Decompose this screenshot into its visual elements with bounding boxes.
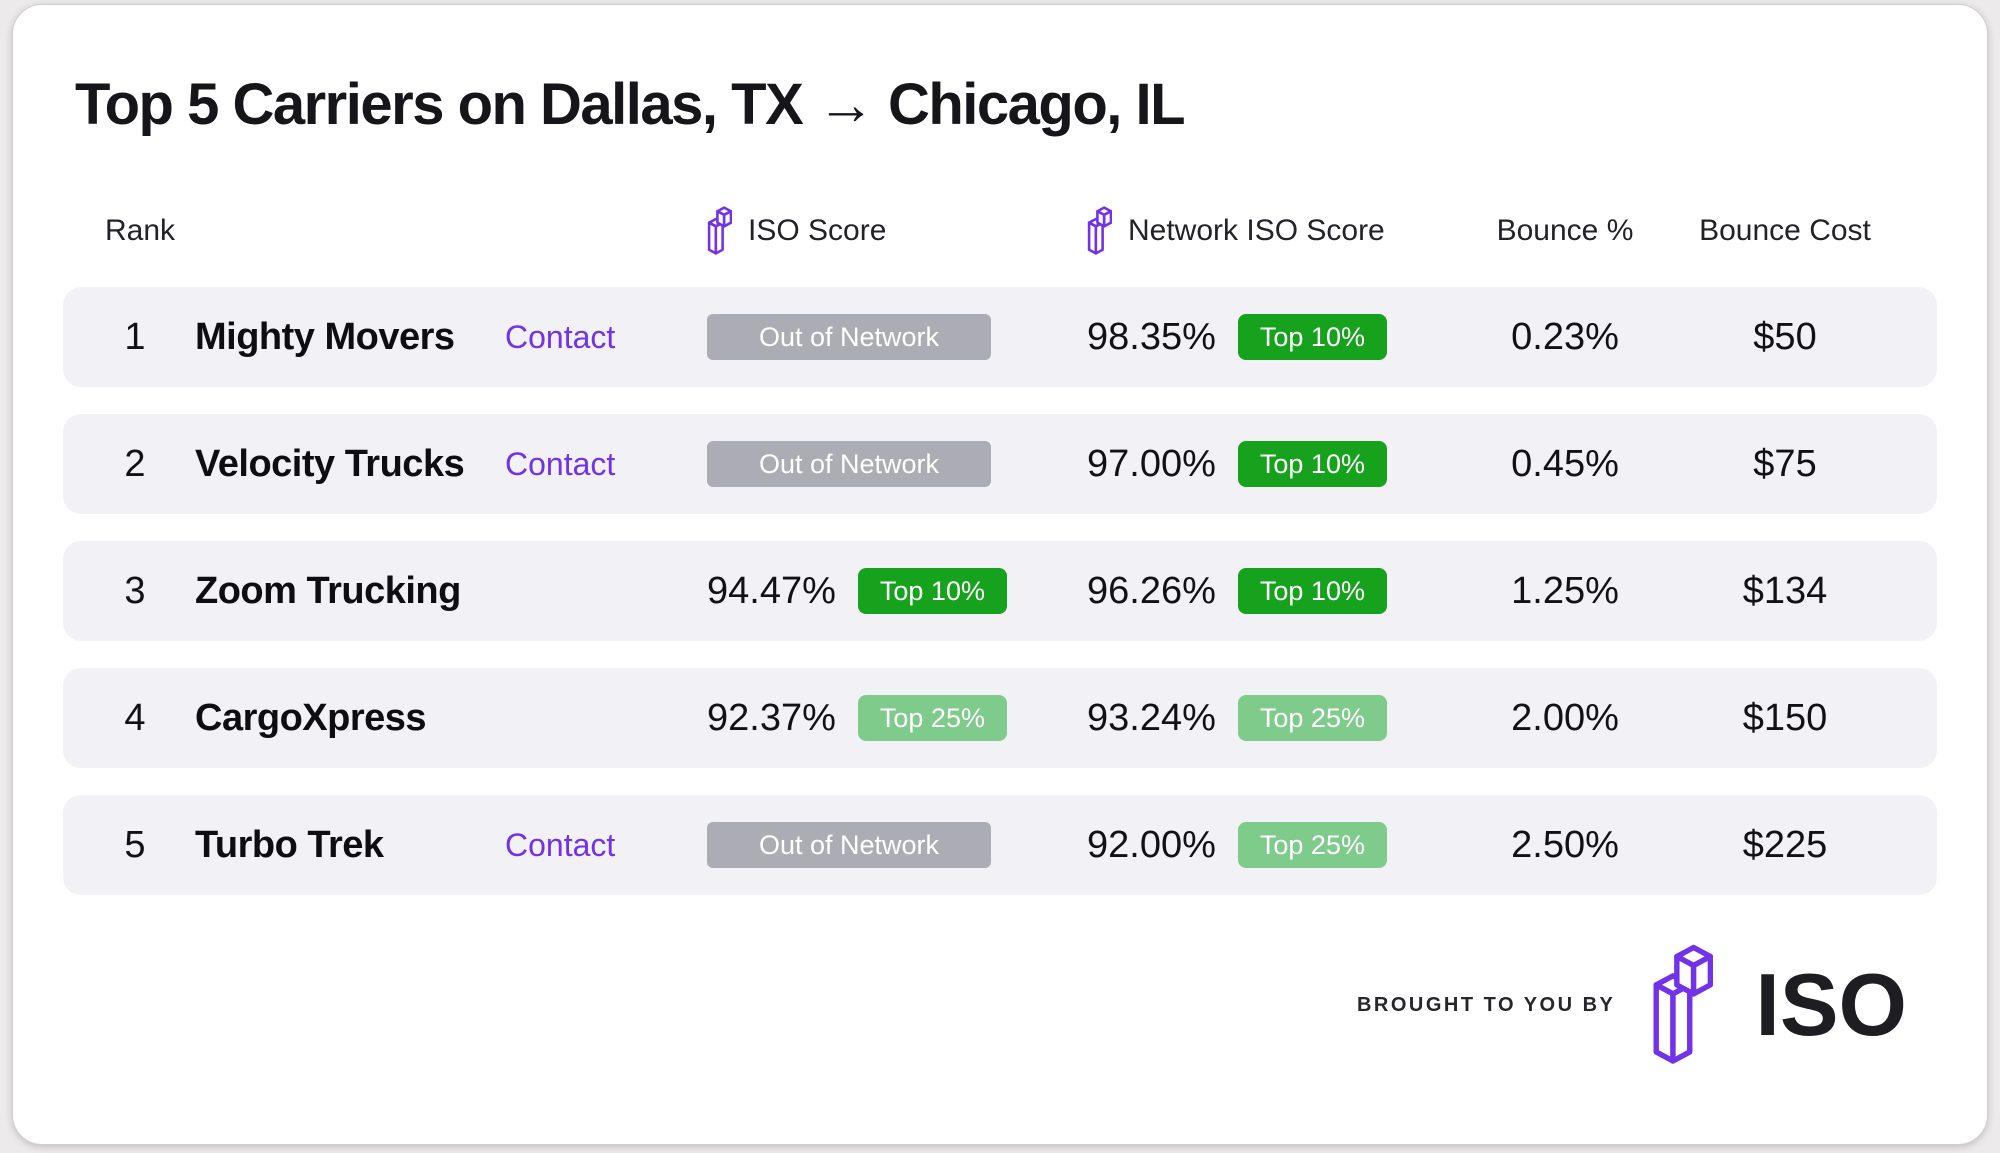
rank-value: 2: [124, 442, 146, 485]
rank-value: 5: [124, 823, 146, 866]
carrier-row: 5 Turbo Trek Contact Out of Network 92.0…: [63, 795, 1937, 895]
rank-value: 4: [124, 696, 146, 739]
bounce-pct-value: 0.23%: [1511, 315, 1619, 358]
iso-cube-icon: [707, 206, 732, 255]
carrier-name: Velocity Trucks: [195, 442, 465, 485]
bounce-pct-value: 2.00%: [1511, 696, 1619, 739]
column-header-iso-score: ISO Score: [707, 205, 1087, 257]
column-header-network-iso-score-label: Network ISO Score: [1128, 214, 1385, 247]
brand-name: ISO: [1755, 955, 1907, 1054]
contact-link[interactable]: Contact: [505, 826, 616, 863]
bounce-pct-value: 1.25%: [1511, 569, 1619, 612]
bounce-pct-value: 2.50%: [1511, 823, 1619, 866]
bounce-pct-value: 0.45%: [1511, 442, 1619, 485]
top-25-badge: Top 25%: [1237, 822, 1387, 868]
carrier-name: Mighty Movers: [195, 315, 455, 358]
network-iso-score-value: 96.26%: [1087, 569, 1216, 612]
carrier-row: 3 Zoom Trucking 94.47% Top 10% 96.26% To…: [63, 541, 1937, 641]
table-header: Rank ISO Score: [63, 202, 1937, 260]
carrier-row: 2 Velocity Trucks Contact Out of Network…: [63, 414, 1937, 514]
carrier-name: Turbo Trek: [195, 823, 384, 866]
column-header-bounce-cost: Bounce Cost: [1699, 214, 1871, 247]
brought-by-label: BROUGHT TO YOU BY: [1356, 993, 1616, 1016]
footer: BROUGHT TO YOU BY ISO: [63, 925, 1937, 1085]
rank-value: 3: [124, 569, 146, 612]
top-10-badge: Top 10%: [857, 568, 1007, 614]
column-header-rank: Rank: [105, 214, 176, 247]
bounce-cost-value: $150: [1742, 696, 1828, 739]
carrier-row: 4 CargoXpress 92.37% Top 25% 93.24% Top …: [63, 668, 1937, 768]
contact-link[interactable]: Contact: [505, 318, 616, 355]
carrier-row: 1 Mighty Movers Contact Out of Network 9…: [63, 287, 1937, 387]
bounce-cost-value: $225: [1742, 823, 1828, 866]
network-iso-score-value: 97.00%: [1087, 442, 1216, 485]
top-10-badge: Top 10%: [1237, 441, 1387, 487]
carrier-report-card: Top 5 Carriers on Dallas, TX → Chicago, …: [12, 4, 1988, 1145]
out-of-network-badge: Out of Network: [707, 314, 991, 360]
top-25-badge: Top 25%: [1237, 695, 1387, 741]
column-header-bounce-pct: Bounce %: [1496, 214, 1634, 247]
bounce-cost-value: $75: [1753, 442, 1817, 485]
iso-score-value: 92.37%: [707, 696, 836, 739]
contact-link[interactable]: Contact: [505, 445, 616, 482]
rank-value: 1: [124, 315, 146, 358]
bounce-cost-value: $50: [1753, 315, 1817, 358]
network-iso-score-value: 92.00%: [1087, 823, 1216, 866]
iso-score-value: 94.47%: [707, 569, 836, 612]
iso-cube-icon: [1087, 206, 1112, 255]
out-of-network-badge: Out of Network: [707, 822, 991, 868]
carrier-name: CargoXpress: [195, 696, 427, 739]
page-title: Top 5 Carriers on Dallas, TX → Chicago, …: [75, 72, 1186, 137]
column-header-network-iso-score: Network ISO Score: [1087, 205, 1455, 257]
carrier-name: Zoom Trucking: [195, 569, 461, 612]
top-10-badge: Top 10%: [1237, 568, 1387, 614]
bounce-cost-value: $134: [1742, 569, 1828, 612]
iso-logo-icon: [1653, 944, 1714, 1064]
column-header-iso-score-label: ISO Score: [748, 214, 887, 247]
network-iso-score-value: 93.24%: [1087, 696, 1216, 739]
network-iso-score-value: 98.35%: [1087, 315, 1216, 358]
out-of-network-badge: Out of Network: [707, 441, 991, 487]
top-10-badge: Top 10%: [1237, 314, 1387, 360]
top-25-badge: Top 25%: [857, 695, 1007, 741]
